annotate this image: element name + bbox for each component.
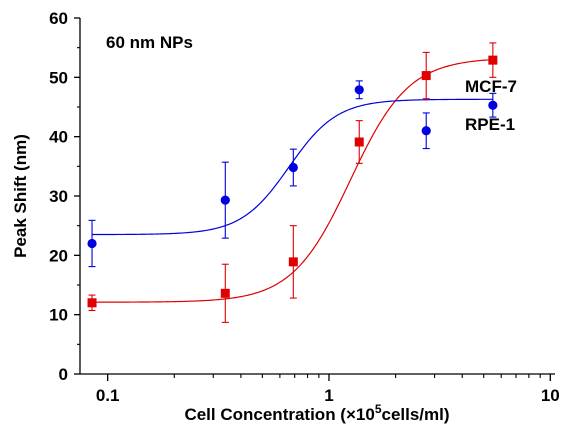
- data-point-rpe-1: [220, 195, 230, 205]
- y-tick-label: 10: [49, 306, 68, 325]
- y-tick-label: 40: [49, 128, 68, 147]
- data-point-mcf-7: [288, 257, 298, 267]
- x-axis-label-suffix: cells/ml): [382, 405, 450, 424]
- x-tick-label: 1: [324, 386, 333, 405]
- series-label-mcf7: MCF-7: [465, 77, 517, 96]
- series-label-rpe1: RPE-1: [465, 115, 515, 134]
- fit-curve-rpe-1: [92, 98, 493, 236]
- data-point-rpe-1: [87, 238, 97, 249]
- annotation-label: 60 nm NPs: [106, 33, 193, 52]
- data-markers: [87, 55, 498, 308]
- y-tick-label: 20: [49, 246, 68, 265]
- x-axis-label: Cell Concentration (×105cells/ml): [184, 402, 449, 424]
- tick-labels: 0 10 20 30 40 50 60 0.1 1 10: [49, 9, 560, 405]
- error-bars: [88, 42, 497, 323]
- data-point-rpe-1: [354, 85, 364, 95]
- y-tick-label: 0: [59, 365, 68, 384]
- data-point-mcf-7: [220, 288, 230, 298]
- y-tick-label: 30: [49, 187, 68, 206]
- x-tick-label: 10: [541, 386, 560, 405]
- data-point-mcf-7: [354, 137, 364, 147]
- x-axis-label-superscript: 5: [375, 402, 382, 416]
- x-axis-label-prefix: Cell Concentration (×10: [184, 405, 374, 424]
- axis-ticks: [74, 17, 551, 381]
- data-point-mcf-7: [87, 298, 97, 308]
- data-point-mcf-7: [488, 55, 498, 65]
- data-point-rpe-1: [288, 162, 298, 173]
- y-axis-label: Peak Shift (nm): [11, 134, 30, 258]
- x-tick-label: 0.1: [96, 386, 120, 405]
- y-tick-label: 60: [49, 9, 68, 28]
- data-point-mcf-7: [421, 71, 431, 81]
- plot-frame: [79, 18, 555, 375]
- y-tick-label: 50: [49, 68, 68, 87]
- data-point-rpe-1: [488, 100, 498, 110]
- data-point-rpe-1: [421, 126, 431, 136]
